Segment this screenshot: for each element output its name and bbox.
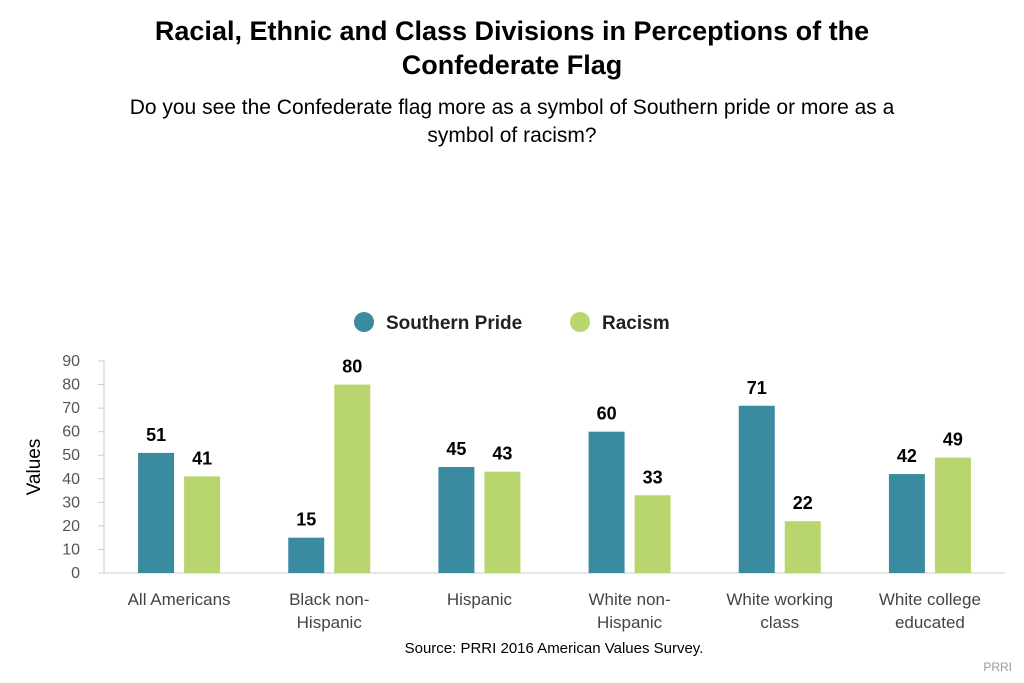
data-label-southern-pride: 15 (296, 510, 316, 530)
data-label-racism: 80 (342, 357, 362, 377)
x-category-label: educated (895, 613, 965, 632)
data-label-racism: 22 (793, 493, 813, 513)
x-category-label: White college (879, 590, 981, 609)
bar-racism (934, 457, 971, 573)
data-label-southern-pride: 71 (747, 378, 767, 398)
y-tick-label: 70 (62, 400, 80, 417)
data-label-racism: 33 (643, 467, 663, 487)
x-category-label: class (760, 613, 799, 632)
x-category-label: Hispanic (297, 613, 363, 632)
data-label-racism: 41 (192, 448, 212, 468)
y-tick-label: 10 (62, 541, 80, 558)
chart-subtitle-line-1: Do you see the Confederate flag more as … (129, 96, 895, 119)
data-label-racism: 49 (943, 430, 963, 450)
bar-racism (484, 471, 521, 573)
bar-racism (634, 495, 671, 573)
data-label-southern-pride: 60 (597, 404, 617, 424)
y-tick-label: 90 (62, 353, 80, 370)
chart-title-line-1: Racial, Ethnic and Class Divisions in Pe… (154, 16, 870, 46)
bar-racism (334, 384, 371, 573)
x-category-label: White working (726, 590, 833, 609)
data-label-southern-pride: 51 (146, 425, 166, 445)
x-category-label: All Americans (128, 590, 231, 609)
legend-swatch (570, 312, 590, 332)
bar-southern-pride (738, 405, 775, 573)
chart-subtitle-line-2: symbol of racism? (427, 124, 597, 147)
legend-swatch (354, 312, 374, 332)
y-tick-label: 0 (71, 565, 80, 582)
legend-label: Racism (602, 313, 670, 334)
y-tick-label: 80 (62, 377, 80, 394)
x-category-label: Hispanic (447, 590, 513, 609)
x-category-label: White non- (588, 590, 670, 609)
y-tick-label: 60 (62, 424, 80, 441)
chart-subtitle: Do you see the Confederate flag more as … (0, 94, 1024, 150)
bar-racism (184, 476, 221, 573)
y-tick-label: 40 (62, 471, 80, 488)
bar-southern-pride (438, 467, 475, 573)
bar-southern-pride (888, 474, 925, 573)
bar-racism (784, 521, 821, 573)
y-axis-title: Values (24, 439, 45, 496)
x-category-label: Hispanic (597, 613, 663, 632)
data-label-southern-pride: 42 (897, 446, 917, 466)
bar-southern-pride (138, 452, 175, 573)
bar-southern-pride (588, 431, 625, 573)
y-tick-label: 30 (62, 494, 80, 511)
data-label-racism: 43 (492, 444, 512, 464)
chart-title: Racial, Ethnic and Class Divisions in Pe… (0, 14, 1024, 82)
y-tick-label: 50 (62, 447, 80, 464)
data-label-southern-pride: 45 (446, 439, 466, 459)
chart-title-line-2: Confederate Flag (401, 50, 623, 80)
bar-southern-pride (288, 537, 325, 573)
y-tick-label: 20 (62, 518, 80, 535)
legend-label: Southern Pride (386, 313, 522, 334)
x-category-label: Black non- (289, 590, 369, 609)
credit-label: PRRI (983, 660, 1012, 674)
source-note: Source: PRRI 2016 American Values Survey… (404, 640, 704, 657)
